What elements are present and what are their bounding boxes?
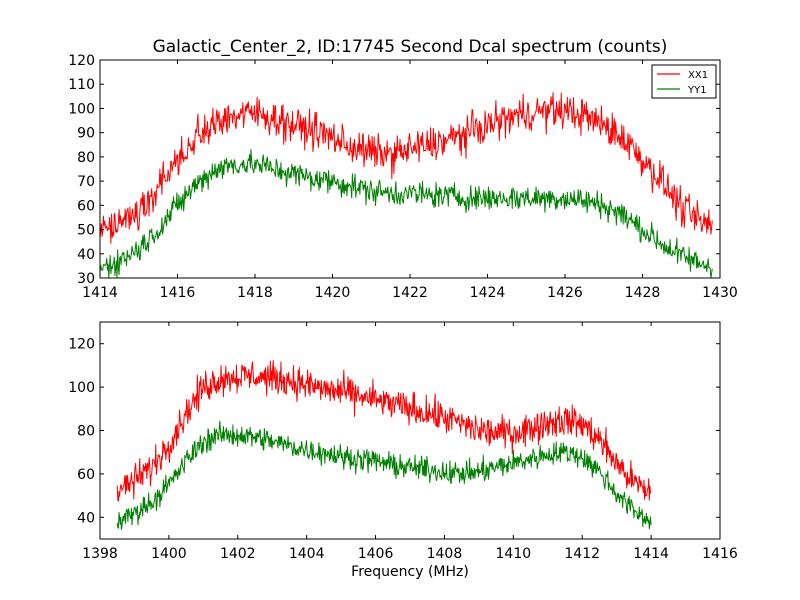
- y-tick-label: 30: [77, 271, 95, 287]
- y-tick-label: 40: [77, 247, 95, 263]
- y-tick-label: 100: [68, 380, 95, 396]
- x-tick-label: 1402: [220, 546, 256, 562]
- x-tick-label: 1404: [289, 546, 325, 562]
- x-tick-label: 1430: [702, 285, 738, 301]
- x-tick-label: 1426: [547, 285, 583, 301]
- y-tick-label: 50: [77, 223, 95, 239]
- y-tick-label: 90: [77, 126, 95, 142]
- x-tick-label: 1428: [625, 285, 661, 301]
- top-series-lines: [99, 92, 713, 279]
- y-tick-label: 60: [77, 467, 95, 483]
- legend-xx1-label: XX1: [688, 70, 708, 81]
- top-axis-ticks: 1414 1416 1418 1420 1422 1424 1426 1428 1430 30 40…: [68, 53, 738, 301]
- x-tick-label: 1398: [82, 546, 118, 562]
- bottom-series-lines: [116, 360, 652, 530]
- x-tick-label: 1422: [392, 285, 428, 301]
- x-tick-label: 1414: [82, 285, 118, 301]
- y-tick-label: 70: [77, 174, 95, 190]
- legend-box: [651, 64, 717, 99]
- y-tick-label: 80: [77, 150, 95, 166]
- y-tick-label: 60: [77, 198, 95, 214]
- x-tick-label: 1416: [160, 285, 196, 301]
- x-tick-label: 1420: [315, 285, 351, 301]
- x-tick-label: 1424: [470, 285, 506, 301]
- bottom-spectrum-panel: 1398 1400 1402 1404 1406 1408 1410 1412 1414 1416…: [68, 321, 738, 580]
- x-tick-label: 1412: [564, 546, 600, 562]
- x-tick-label: 1408: [427, 546, 463, 562]
- bottom-axis-ticks: 1398 1400 1402 1404 1406 1408 1410 1412 1414 1416…: [68, 322, 738, 562]
- series-line-green: [116, 420, 652, 530]
- chart-title: Galactic_Center_2, ID:17745 Second Dcal …: [153, 37, 668, 57]
- x-tick-label: 1410: [496, 546, 532, 562]
- y-tick-label: 100: [68, 101, 95, 117]
- x-axis-label: Frequency (MHz): [351, 564, 469, 580]
- x-tick-label: 1406: [358, 546, 394, 562]
- legend: XX1 YY1: [651, 64, 717, 99]
- x-tick-label: 1416: [702, 546, 738, 562]
- y-tick-label: 110: [68, 77, 95, 93]
- y-tick-label: 40: [77, 510, 95, 526]
- x-tick-label: 1414: [633, 546, 669, 562]
- top-spectrum-panel: Galactic_Center_2, ID:17745 Second Dcal …: [68, 37, 738, 301]
- legend-yy1-label: YY1: [687, 85, 707, 96]
- series-line-red: [116, 360, 652, 502]
- y-tick-label: 80: [77, 424, 95, 440]
- y-tick-label: 120: [68, 53, 95, 69]
- x-tick-label: 1418: [237, 285, 273, 301]
- series-line-yy1: [99, 149, 713, 279]
- y-tick-label: 120: [68, 337, 95, 353]
- x-tick-label: 1400: [151, 546, 187, 562]
- series-line-xx1: [99, 92, 713, 244]
